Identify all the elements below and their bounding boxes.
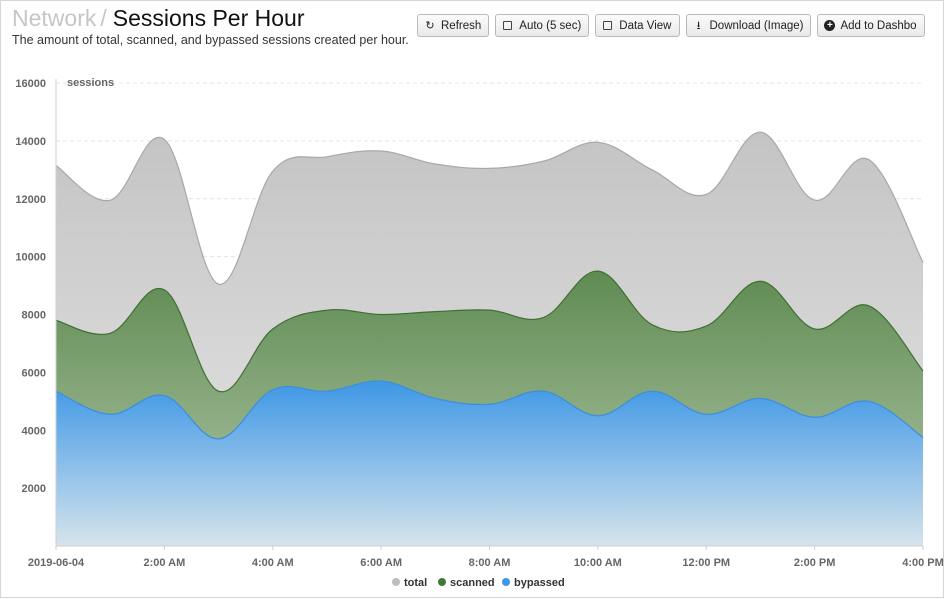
download-image-label: Download (Image) <box>709 19 804 32</box>
data-view-label: Data View <box>619 19 672 32</box>
legend-marker-total <box>392 578 400 586</box>
breadcrumb-separator: / <box>100 5 107 31</box>
refresh-button-label: Refresh <box>441 19 482 32</box>
page-subtitle: The amount of total, scanned, and bypass… <box>12 33 409 47</box>
line-bypassed <box>55 380 924 440</box>
y-tick-label: 6000 <box>22 367 46 379</box>
x-tick-label: 4:00 PM <box>902 557 944 569</box>
checkbox-icon[interactable] <box>603 21 613 30</box>
add-to-dashboard-button[interactable]: + Add to Dashbo <box>817 14 925 37</box>
x-tick-label: 2019-06-04 <box>28 557 85 569</box>
auto-refresh-label: Auto (5 sec) <box>519 19 582 32</box>
x-tick-label: 12:00 PM <box>682 557 730 569</box>
legend: total scanned bypassed <box>392 577 565 589</box>
data-view-button[interactable]: Data View <box>595 14 680 37</box>
x-tick-label: 10:00 AM <box>574 557 622 569</box>
y-tick-label: 14000 <box>15 136 46 148</box>
axes: 2000 4000 6000 8000 10000 12000 14000 16000 2019… <box>15 78 943 569</box>
x-tick-label: 2:00 PM <box>794 557 836 569</box>
refresh-icon: ↻ <box>425 19 435 32</box>
add-to-dashboard-label: Add to Dashbo <box>840 19 917 32</box>
breadcrumb[interactable]: Network <box>12 5 97 31</box>
page-header: Network / Sessions Per Hour <box>12 5 305 31</box>
y-axis-label: sessions <box>67 77 114 89</box>
y-tick-label: 4000 <box>22 425 46 437</box>
y-tick-label: 16000 <box>15 78 46 90</box>
x-tick-label: 4:00 AM <box>252 557 294 569</box>
y-tick-label: 12000 <box>15 194 46 206</box>
legend-marker-bypassed <box>502 578 510 586</box>
download-image-button[interactable]: ⭳ Download (Image) <box>685 14 812 37</box>
series-areas <box>55 131 924 546</box>
legend-label-total: total <box>404 577 427 589</box>
download-icon: ⭳ <box>696 19 701 32</box>
page-title: Sessions Per Hour <box>112 5 305 31</box>
legend-marker-scanned <box>438 578 446 586</box>
area-bypassed <box>56 380 923 546</box>
x-tick-label: 6:00 AM <box>360 557 402 569</box>
y-tick-label: 10000 <box>15 252 46 264</box>
y-tick-label: 2000 <box>22 483 46 495</box>
line-scanned <box>55 270 924 393</box>
legend-label-bypassed: bypassed <box>514 577 565 589</box>
plus-circle-icon: + <box>824 20 836 31</box>
refresh-button[interactable]: ↻ Refresh <box>417 14 490 37</box>
x-tick-label: 2:00 AM <box>143 557 185 569</box>
legend-label-scanned: scanned <box>450 577 495 589</box>
y-tick-label: 8000 <box>22 310 46 322</box>
toolbar: ↻ Refresh Auto (5 sec) Data View ⭳ Downl… <box>417 14 925 37</box>
checkbox-icon[interactable] <box>503 21 513 30</box>
auto-refresh-toggle[interactable]: Auto (5 sec) <box>495 14 590 37</box>
x-tick-label: 8:00 AM <box>469 557 511 569</box>
line-total <box>55 131 924 285</box>
